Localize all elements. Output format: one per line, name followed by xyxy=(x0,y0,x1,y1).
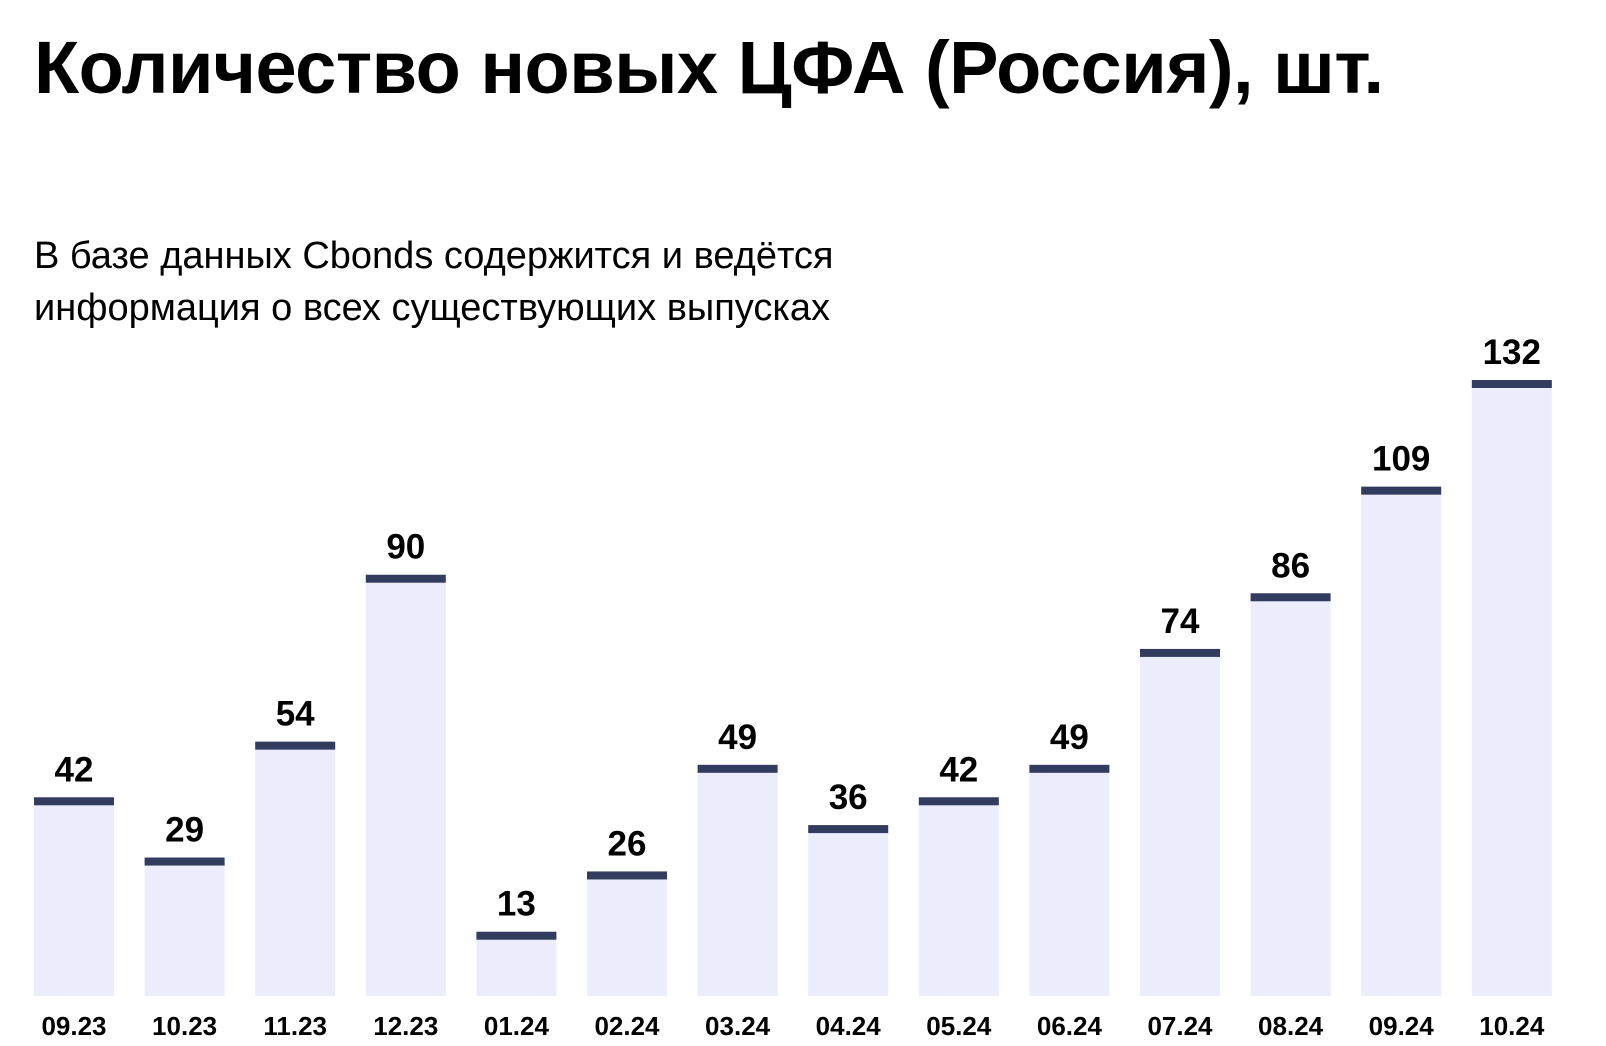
x-tick-label-07.24: 07.24 xyxy=(1147,1011,1213,1041)
bar-04.24 xyxy=(808,829,889,996)
x-tick-label-09.24: 09.24 xyxy=(1369,1011,1435,1041)
value-labels-layer: 42 29 54 90 13 26 49 36 42 49 74 86 109 132 xyxy=(55,333,1541,924)
data-label-11.23: 54 xyxy=(276,695,315,734)
bar-09.23 xyxy=(34,801,114,996)
data-label-08.24: 86 xyxy=(1271,546,1310,585)
x-tick-label-04.24: 04.24 xyxy=(816,1011,882,1041)
data-label-05.24: 42 xyxy=(939,750,978,789)
bar-cap-11.23 xyxy=(255,741,336,750)
data-label-10.24: 132 xyxy=(1483,333,1541,372)
tick-labels-layer: 09.23 10.23 11.23 12.23 01.24 02.24 03.24 04.24… xyxy=(41,1011,1544,1041)
chart-subtitle: В базе данных Cbonds содержится и ведётс… xyxy=(34,235,834,329)
data-label-01.24: 13 xyxy=(497,885,536,924)
x-tick-label-02.24: 02.24 xyxy=(594,1011,660,1041)
x-tick-label-09.23: 09.23 xyxy=(41,1011,106,1041)
bar-cap-12.23 xyxy=(365,574,446,583)
data-label-04.24: 36 xyxy=(829,778,868,817)
bar-cap-03.24 xyxy=(697,764,778,773)
data-label-03.24: 49 xyxy=(718,718,757,757)
x-tick-label-03.24: 03.24 xyxy=(705,1011,771,1041)
bar-cap-07.24 xyxy=(1140,648,1220,657)
bar-09.24 xyxy=(1361,490,1442,996)
bar-08.24 xyxy=(1250,597,1331,996)
bar-cap-04.24 xyxy=(808,825,889,834)
x-tick-label-08.24: 08.24 xyxy=(1258,1011,1324,1041)
bars-layer xyxy=(34,380,1552,996)
chart-title: Количество новых ЦФА (Россия), шт. xyxy=(34,26,1384,109)
x-tick-label-10.23: 10.23 xyxy=(152,1011,217,1041)
bar-cap-09.23 xyxy=(34,797,114,806)
x-tick-label-12.23: 12.23 xyxy=(373,1011,438,1041)
x-tick-label-01.24: 01.24 xyxy=(484,1011,550,1041)
x-tick-label-06.24: 06.24 xyxy=(1037,1011,1103,1041)
bar-cap-05.24 xyxy=(918,797,999,806)
x-tick-label-10.24: 10.24 xyxy=(1479,1011,1545,1041)
bar-11.23 xyxy=(255,745,336,996)
x-tick-label-05.24: 05.24 xyxy=(926,1011,992,1041)
bar-cap-06.24 xyxy=(1029,764,1110,773)
bar-cap-10.24 xyxy=(1471,380,1552,388)
bar-05.24 xyxy=(918,801,999,996)
bar-01.24 xyxy=(476,935,557,996)
bar-02.24 xyxy=(587,875,667,996)
bar-03.24 xyxy=(697,768,778,996)
bar-07.24 xyxy=(1140,652,1220,996)
data-label-07.24: 74 xyxy=(1161,602,1200,641)
bar-cap-10.23 xyxy=(144,857,225,866)
bar-06.24 xyxy=(1029,768,1110,996)
bar-cap-02.24 xyxy=(587,871,667,880)
bar-cap-01.24 xyxy=(476,931,557,940)
data-label-10.23: 29 xyxy=(165,811,204,850)
bar-12.23 xyxy=(365,578,446,996)
x-tick-label-11.23: 11.23 xyxy=(263,1011,327,1041)
data-label-02.24: 26 xyxy=(608,824,647,863)
data-label-12.23: 90 xyxy=(386,528,425,567)
data-label-09.24: 109 xyxy=(1372,440,1430,479)
data-label-09.23: 42 xyxy=(55,750,94,789)
bar-cap-08.24 xyxy=(1250,593,1331,602)
data-label-06.24: 49 xyxy=(1050,718,1089,757)
bar-10.23 xyxy=(144,861,225,996)
bar-10.24 xyxy=(1471,384,1552,996)
bar-cap-09.24 xyxy=(1361,486,1442,495)
